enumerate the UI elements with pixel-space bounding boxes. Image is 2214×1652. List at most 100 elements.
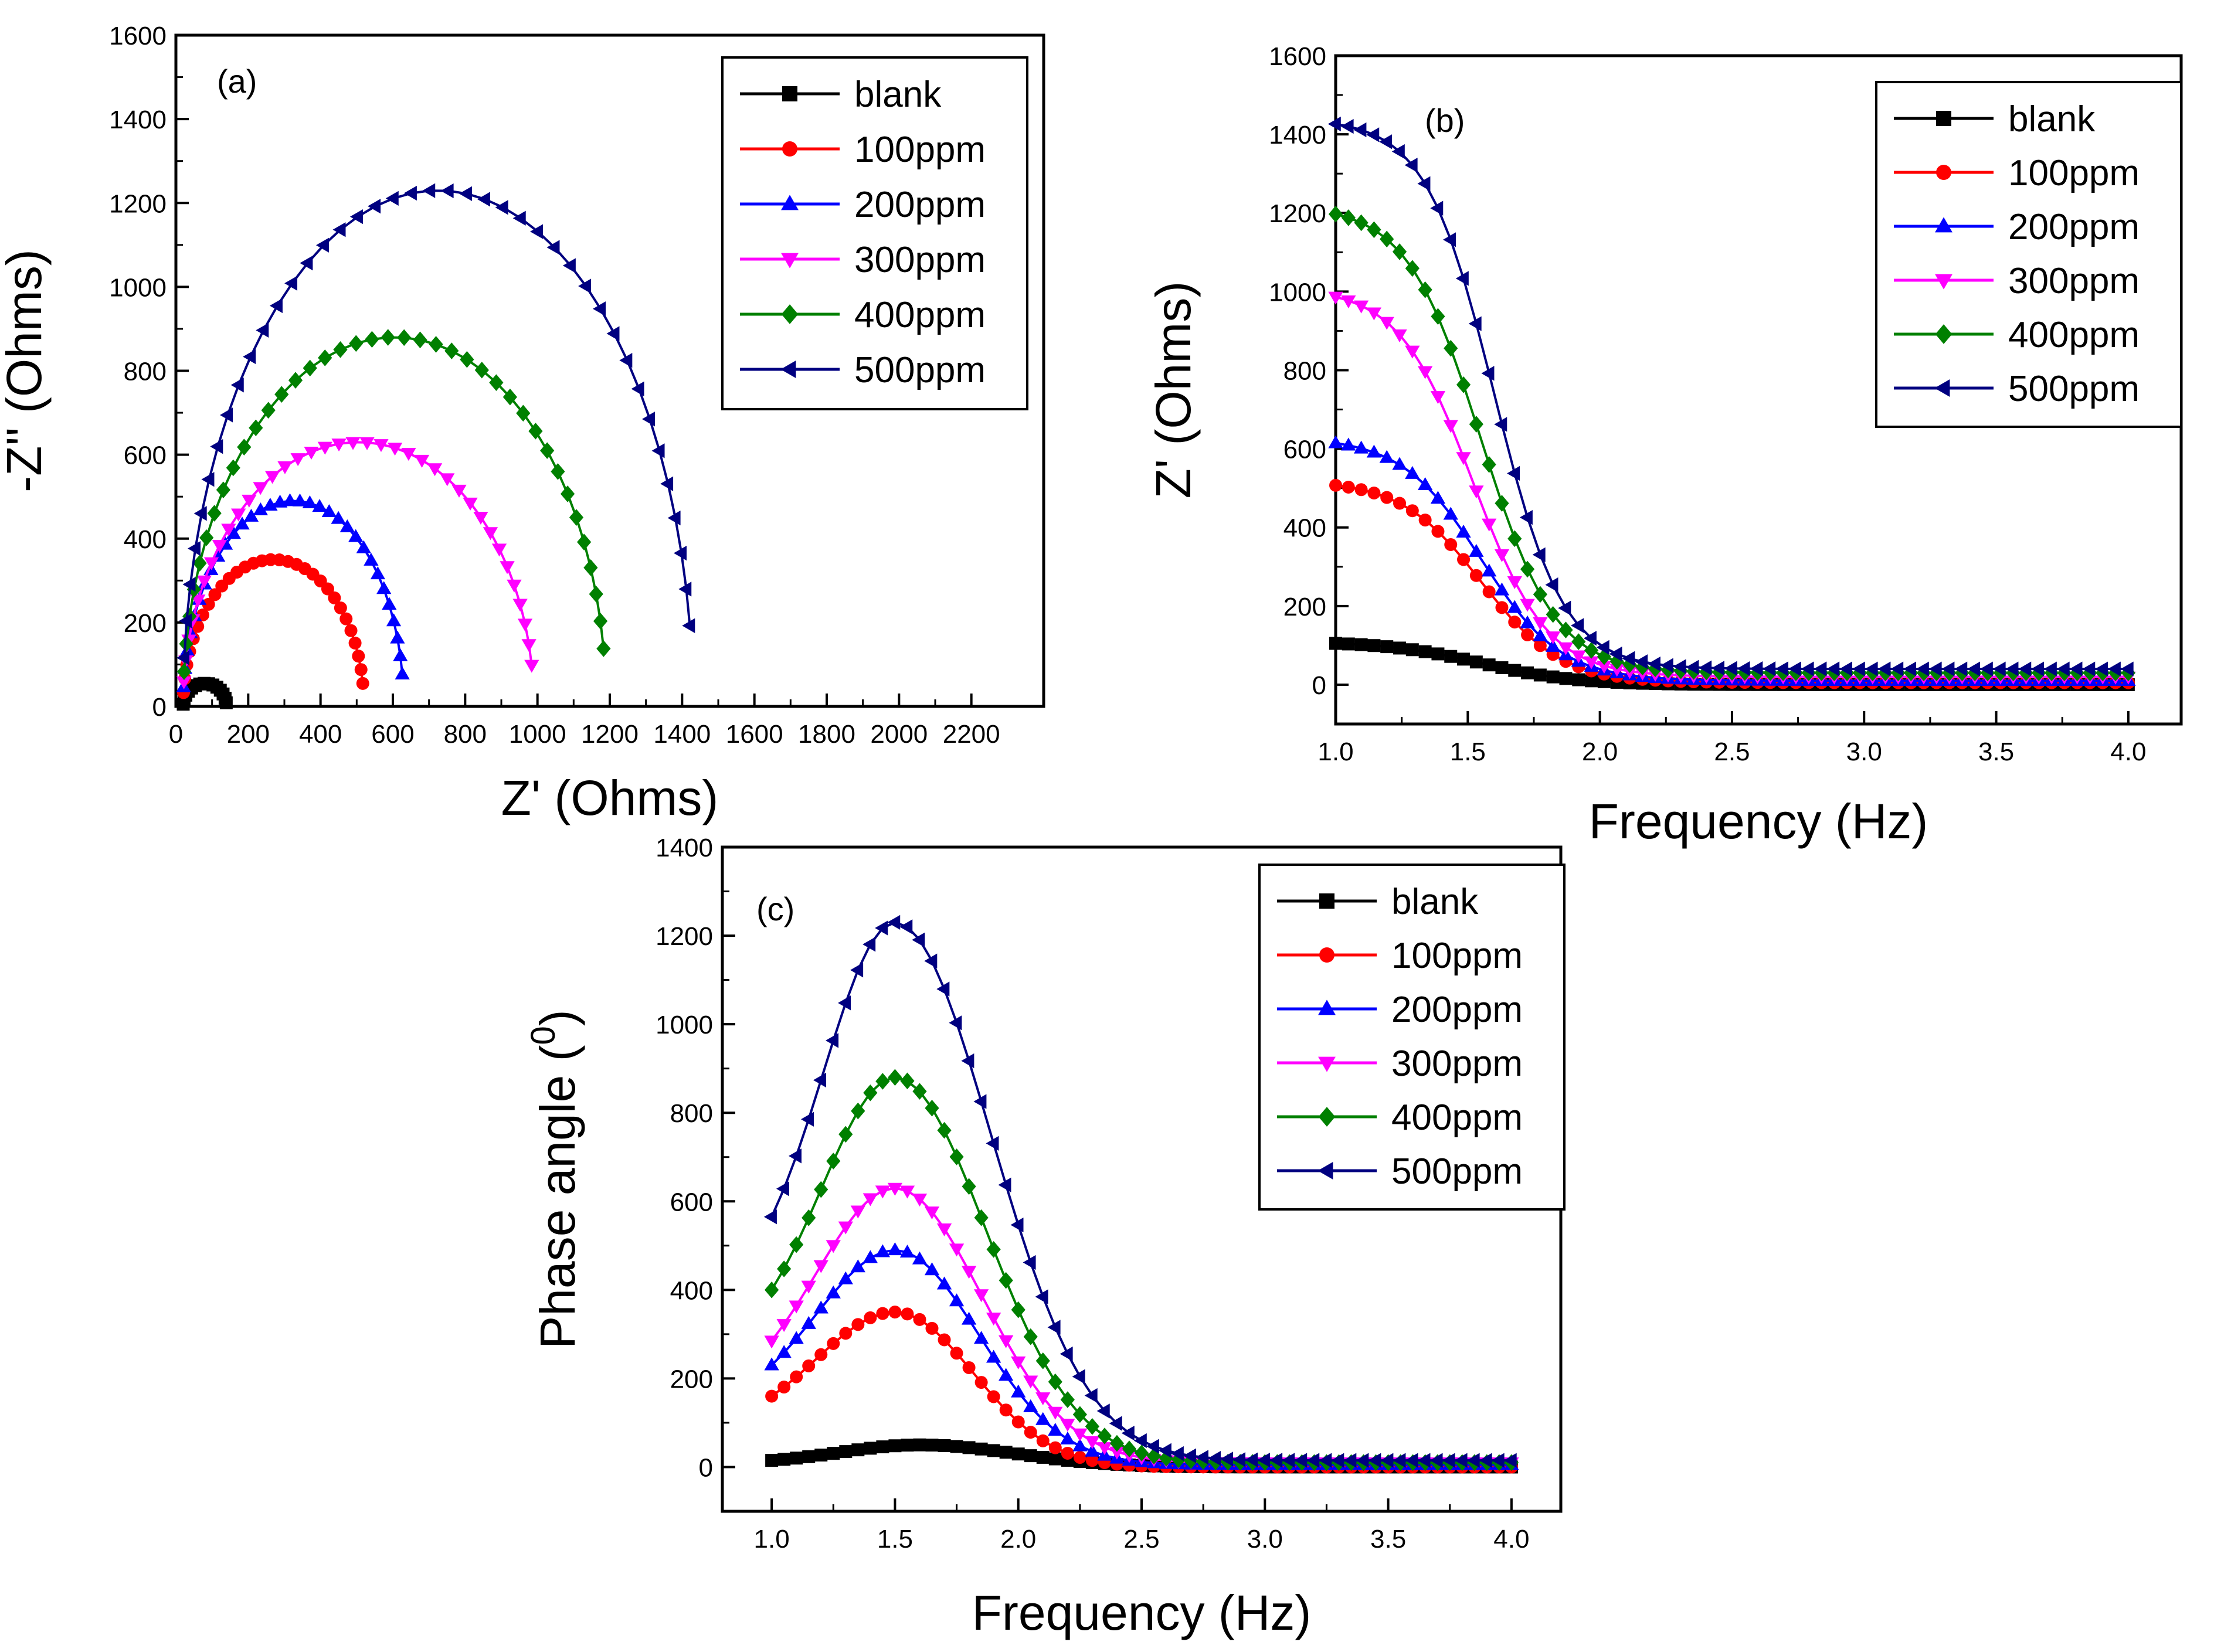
data-point: [328, 591, 341, 604]
data-point: [578, 278, 592, 294]
data-point: [936, 1223, 952, 1237]
data-point: [401, 448, 416, 461]
legend-entry-200ppm: 200ppm: [740, 185, 986, 225]
data-point: [1341, 437, 1356, 451]
data-point: [682, 618, 695, 633]
data-point: [2018, 661, 2032, 677]
data-point: [1393, 497, 1407, 510]
data-point: [339, 519, 355, 532]
data-point: [1444, 650, 1458, 663]
x-tick-label: 400: [299, 720, 342, 749]
data-point: [440, 473, 455, 487]
data-point: [1724, 661, 1737, 676]
legend-entry-100ppm: 100ppm: [1894, 153, 2140, 193]
data-point: [288, 372, 303, 389]
data-point: [839, 1445, 853, 1459]
x-tick-label: 800: [444, 720, 487, 749]
data-point: [1609, 646, 1622, 662]
data-point: [1023, 1255, 1036, 1270]
data-point: [1195, 1450, 1208, 1465]
y-tick-label: 1600: [109, 22, 167, 50]
data-point: [1085, 1454, 1099, 1467]
x-tick-label: 3.5: [1978, 737, 2014, 766]
data-point: [1184, 1452, 1198, 1470]
data-point: [1328, 435, 1343, 448]
data-point: [356, 677, 369, 690]
data-point: [1559, 672, 1573, 685]
data-point: [814, 1449, 828, 1462]
data-point: [385, 191, 399, 206]
legend-marker: [1935, 217, 1952, 233]
data-point: [765, 1454, 779, 1467]
data-point: [1036, 1450, 1050, 1464]
x-tick-label: 200: [227, 720, 270, 749]
data-point: [1418, 514, 1432, 527]
data-point: [986, 1240, 1001, 1258]
data-point: [1405, 1453, 1418, 1468]
data-point: [1673, 659, 1686, 674]
data-point: [986, 1350, 1001, 1363]
series-500ppm: [176, 183, 695, 665]
data-point: [850, 1259, 865, 1273]
data-point: [1366, 307, 1382, 321]
data-point: [292, 493, 308, 507]
data-point: [179, 613, 192, 628]
data-point: [1023, 1399, 1038, 1412]
data-point: [1072, 1369, 1085, 1384]
data-point: [826, 1285, 841, 1299]
data-point: [1245, 1452, 1258, 1467]
data-point: [1367, 487, 1381, 500]
data-point: [1431, 525, 1445, 538]
data-point: [987, 1390, 1000, 1403]
data-point: [999, 1446, 1013, 1459]
data-point: [1686, 660, 1699, 675]
data-point: [606, 326, 620, 341]
data-point: [899, 1185, 915, 1199]
data-point: [764, 1357, 779, 1371]
data-point: [1469, 569, 1483, 582]
series-line: [770, 1249, 1512, 1466]
data-point: [962, 1361, 976, 1374]
data-point: [838, 995, 851, 1011]
data-point: [912, 932, 925, 947]
data-point: [253, 502, 269, 516]
data-point: [1072, 1406, 1087, 1423]
data-point: [973, 1094, 987, 1109]
data-point: [925, 1321, 939, 1335]
legend-entry-200ppm: 200ppm: [1894, 207, 2140, 247]
data-point: [2005, 661, 2019, 677]
data-point: [303, 359, 317, 377]
data-point: [284, 276, 298, 291]
data-point: [814, 1348, 828, 1361]
data-point: [1533, 668, 1547, 682]
data-point: [569, 509, 584, 526]
data-point: [348, 529, 364, 542]
x-tick-label: 3.0: [1846, 737, 1882, 766]
data-point: [789, 1236, 804, 1253]
data-point: [851, 1443, 865, 1457]
y-tick-label: 1600: [1269, 42, 1326, 71]
data-point: [1660, 658, 1673, 673]
data-point: [264, 471, 280, 484]
data-point: [619, 353, 633, 368]
data-point: [1085, 1436, 1100, 1449]
data-point: [998, 1177, 1011, 1192]
data-point: [373, 439, 389, 453]
data-point: [444, 342, 459, 359]
data-point: [1391, 144, 1405, 159]
series-300ppm: [176, 437, 539, 689]
data-point: [334, 601, 347, 615]
legend-label: 300ppm: [1391, 1043, 1523, 1084]
data-point: [1546, 638, 1561, 652]
data-point: [839, 1327, 853, 1340]
data-point: [1481, 366, 1495, 381]
data-point: [2120, 661, 2134, 677]
data-point: [924, 1206, 940, 1220]
data-point: [1170, 1446, 1184, 1461]
data-point: [1457, 553, 1471, 566]
data-point: [451, 484, 467, 498]
legend-label: 300ppm: [854, 240, 986, 280]
data-point: [1992, 661, 2006, 677]
data-point: [1507, 576, 1522, 589]
data-point: [1010, 1217, 1024, 1233]
